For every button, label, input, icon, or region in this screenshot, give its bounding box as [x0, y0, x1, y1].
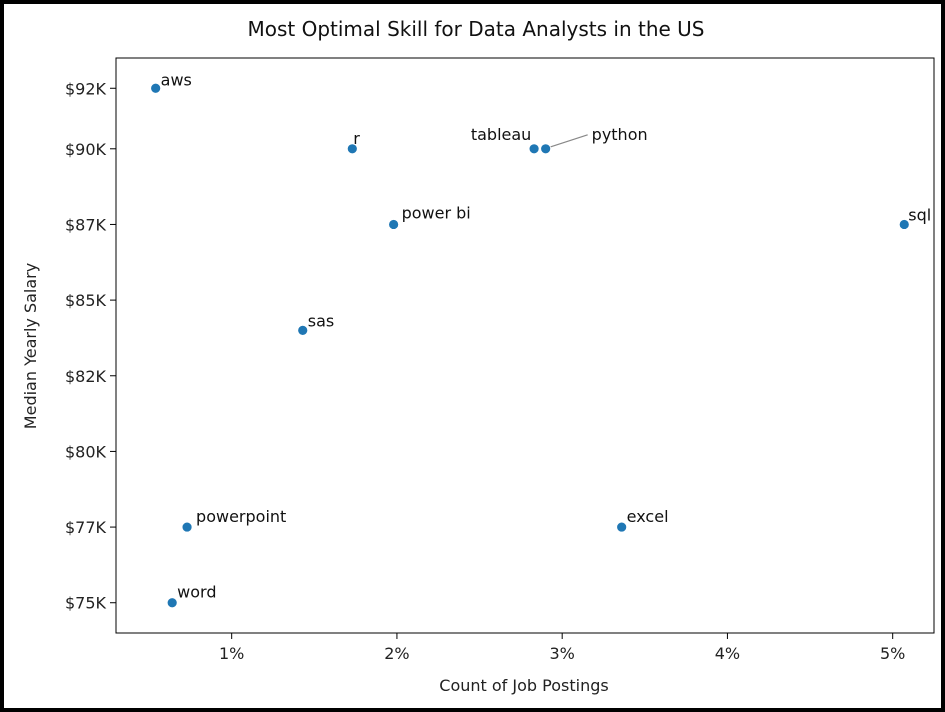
- point-label-word: word: [177, 583, 216, 602]
- y-tick-label: $75K: [65, 594, 107, 613]
- x-axis-label: Count of Job Postings: [439, 676, 608, 695]
- point-powerpoint: [181, 521, 193, 533]
- x-tick-label: 3%: [549, 644, 574, 663]
- point-sas: [297, 324, 309, 336]
- x-tick-label: 5%: [880, 644, 905, 663]
- x-axis: 1% 2% 3% 4% 5%: [219, 633, 905, 663]
- point-word: [166, 597, 178, 609]
- chart-title: Most Optimal Skill for Data Analysts in …: [247, 17, 704, 41]
- point-sql: [898, 219, 910, 230]
- y-tick-label: $77K: [65, 518, 107, 537]
- x-tick-label: 4%: [715, 644, 740, 663]
- y-axis-label: Median Yearly Salary: [21, 263, 40, 429]
- point-labels: aws r tableau python power bi sql sas powerpoin…: [161, 70, 932, 601]
- point-label-aws: aws: [161, 70, 192, 89]
- x-tick-label: 1%: [219, 644, 244, 663]
- point-label-r: r: [353, 129, 360, 148]
- point-tableau: [528, 143, 540, 155]
- point-power-bi: [388, 219, 400, 230]
- point-label-tableau: tableau: [471, 125, 531, 144]
- point-aws: [150, 82, 162, 94]
- plot-area-border: [115, 57, 935, 634]
- point-label-python: python: [592, 125, 648, 144]
- y-axis: $75K $77K $80K $82K $85K $87K $90K $92K: [65, 79, 116, 613]
- y-tick-label: $87K: [65, 215, 107, 234]
- x-tick-label: 2%: [384, 644, 409, 663]
- scatter-chart: Most Optimal Skill for Data Analysts in …: [21, 17, 935, 695]
- y-tick-label: $82K: [65, 367, 107, 386]
- point-label-excel: excel: [627, 507, 669, 526]
- leader-line-python: [547, 134, 588, 149]
- point-label-sas: sas: [308, 311, 334, 330]
- point-label-powerpoint: powerpoint: [196, 507, 286, 526]
- point-label-sql: sql: [908, 205, 931, 224]
- label-leader-lines: [547, 134, 588, 149]
- y-tick-label: $85K: [65, 291, 107, 310]
- point-label-power-bi: power bi: [402, 203, 471, 222]
- y-tick-label: $92K: [65, 79, 107, 98]
- point-python: [540, 143, 552, 155]
- point-excel: [616, 521, 628, 533]
- data-points: [150, 82, 910, 609]
- chart-frame: Most Optimal Skill for Data Analysts in …: [4, 4, 941, 708]
- point-r: [346, 143, 358, 155]
- y-tick-label: $90K: [65, 140, 107, 159]
- y-tick-label: $80K: [65, 442, 107, 461]
